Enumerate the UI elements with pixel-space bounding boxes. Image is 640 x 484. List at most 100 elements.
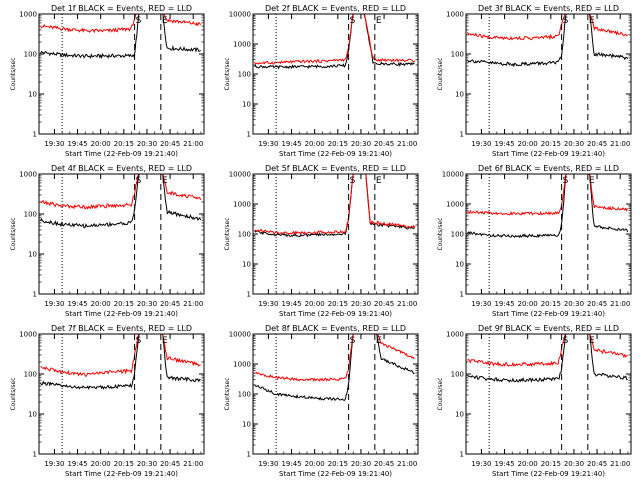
x-tick-label: 19:45 <box>494 300 514 308</box>
end-marker-label: E <box>162 16 168 26</box>
x-tick-label: 20:15 <box>328 300 348 308</box>
x-tick-label: 20:45 <box>160 300 180 308</box>
lld-series-line <box>254 14 415 65</box>
plot-area <box>467 174 629 239</box>
x-tick-label: 21:00 <box>610 140 630 148</box>
x-tick-label: 20:30 <box>137 140 157 148</box>
x-tick-label: 19:45 <box>67 300 87 308</box>
x-tick-label: 20:30 <box>137 300 157 308</box>
lld-series-line <box>254 174 416 236</box>
y-tick-label: 10 <box>28 411 37 419</box>
x-tick-label: 20:30 <box>351 300 371 308</box>
y-tick-label: 10 <box>28 91 37 99</box>
panel-title: Det 9f BLACK = Events, RED = LLD <box>478 324 619 333</box>
y-axis-label: Counts/sec <box>437 57 444 90</box>
plot-frame <box>465 173 632 295</box>
x-tick-label: 21:00 <box>397 460 417 468</box>
x-tick-label: 21:00 <box>183 300 203 308</box>
panel-title: Det 8f BLACK = Events, RED = LLD <box>265 324 406 333</box>
x-tick-label: 19:30 <box>471 460 491 468</box>
plot-area <box>467 334 628 384</box>
detector-panel-2: Det 2f BLACK = Events, RED = LLD Counts/s… <box>224 4 419 158</box>
y-tick-label: 10 <box>242 261 251 269</box>
lld-series-line <box>254 334 415 383</box>
lld-series-line <box>467 174 629 216</box>
plot-area <box>467 14 629 68</box>
end-marker-label: E <box>376 176 382 186</box>
x-tick-label: 21:00 <box>183 140 203 148</box>
detector-panel-7: Det 7f BLACK = Events, RED = LLD Counts/s… <box>10 324 205 478</box>
panel-title: Det 1f BLACK = Events, RED = LLD <box>51 4 192 13</box>
y-tick-label: 10 <box>28 251 37 259</box>
x-axis-label: Start Time (22-Feb-09 19:21:40) <box>279 150 392 158</box>
plot-frame <box>38 333 205 455</box>
x-axis-label: Start Time (22-Feb-09 19:21:40) <box>279 470 392 478</box>
y-tick-label: 1000 <box>233 41 251 49</box>
x-tick-label: 19:30 <box>44 140 64 148</box>
y-axis-label: Counts/sec <box>224 217 231 250</box>
x-tick-label: 20:30 <box>351 140 371 148</box>
y-tick-label: 10 <box>242 101 251 109</box>
x-tick-label: 21:00 <box>610 300 630 308</box>
x-tick-label: 20:00 <box>305 140 325 148</box>
detector-panel-3: Det 3f BLACK = Events, RED = LLD Counts/s… <box>437 4 632 158</box>
y-tick-label: 100 <box>451 231 464 239</box>
events-series-line <box>254 174 415 238</box>
x-tick-label: 20:15 <box>328 140 348 148</box>
x-tick-label: 20:45 <box>374 140 394 148</box>
plot-frame <box>252 173 419 295</box>
y-tick-label: 1 <box>33 451 37 459</box>
events-series-line <box>40 174 202 229</box>
end-marker-label: E <box>589 176 595 186</box>
y-tick-label: 1 <box>33 291 37 299</box>
y-tick-label: 100 <box>451 371 464 379</box>
y-tick-label: 1 <box>460 131 464 139</box>
x-tick-label: 19:30 <box>471 300 491 308</box>
y-tick-label: 10 <box>455 411 464 419</box>
end-marker-label: E <box>162 336 168 346</box>
lld-series-line <box>467 14 628 41</box>
y-tick-label: 100 <box>238 71 251 79</box>
x-tick-label: 20:00 <box>91 140 111 148</box>
y-tick-label: 100 <box>24 51 37 59</box>
x-tick-label: 20:00 <box>518 300 538 308</box>
x-tick-label: 19:30 <box>258 140 278 148</box>
events-series-line <box>40 14 201 60</box>
x-tick-label: 19:45 <box>281 140 301 148</box>
x-tick-label: 20:15 <box>541 300 561 308</box>
plot-area <box>254 334 415 402</box>
events-series-line <box>467 174 629 239</box>
x-axis-label: Start Time (22-Feb-09 19:21:40) <box>492 150 605 158</box>
y-tick-label: 1000 <box>19 171 37 179</box>
y-tick-label: 1 <box>33 131 37 139</box>
y-tick-label: 10000 <box>442 171 464 179</box>
y-tick-label: 10 <box>455 261 464 269</box>
x-tick-label: 20:30 <box>137 460 157 468</box>
events-series-line <box>40 334 201 391</box>
y-tick-label: 100 <box>24 371 37 379</box>
x-tick-label: 20:00 <box>91 460 111 468</box>
panel-title: Det 2f BLACK = Events, RED = LLD <box>265 4 406 13</box>
detector-panel-6: Det 6f BLACK = Events, RED = LLD Counts/s… <box>437 164 632 318</box>
x-tick-label: 20:15 <box>541 140 561 148</box>
end-marker-label: E <box>589 16 595 26</box>
x-tick-label: 19:30 <box>44 300 64 308</box>
y-axis-label: Counts/sec <box>224 377 231 410</box>
lld-series-line <box>40 334 201 378</box>
start-marker-label: S <box>563 336 569 346</box>
events-series-line <box>467 334 628 384</box>
x-tick-label: 21:00 <box>397 140 417 148</box>
x-tick-label: 20:15 <box>114 140 134 148</box>
y-tick-label: 1000 <box>19 11 37 19</box>
y-tick-label: 1000 <box>446 331 464 339</box>
y-tick-label: 10 <box>242 421 251 429</box>
start-marker-label: S <box>563 176 569 186</box>
x-tick-label: 20:45 <box>374 460 394 468</box>
events-series-line <box>254 334 415 402</box>
y-tick-label: 1 <box>247 451 251 459</box>
x-axis-label: Start Time (22-Feb-09 19:21:40) <box>65 310 178 318</box>
plot-area <box>40 334 201 391</box>
x-tick-label: 20:45 <box>587 460 607 468</box>
panel-title: Det 5f BLACK = Events, RED = LLD <box>265 164 406 173</box>
